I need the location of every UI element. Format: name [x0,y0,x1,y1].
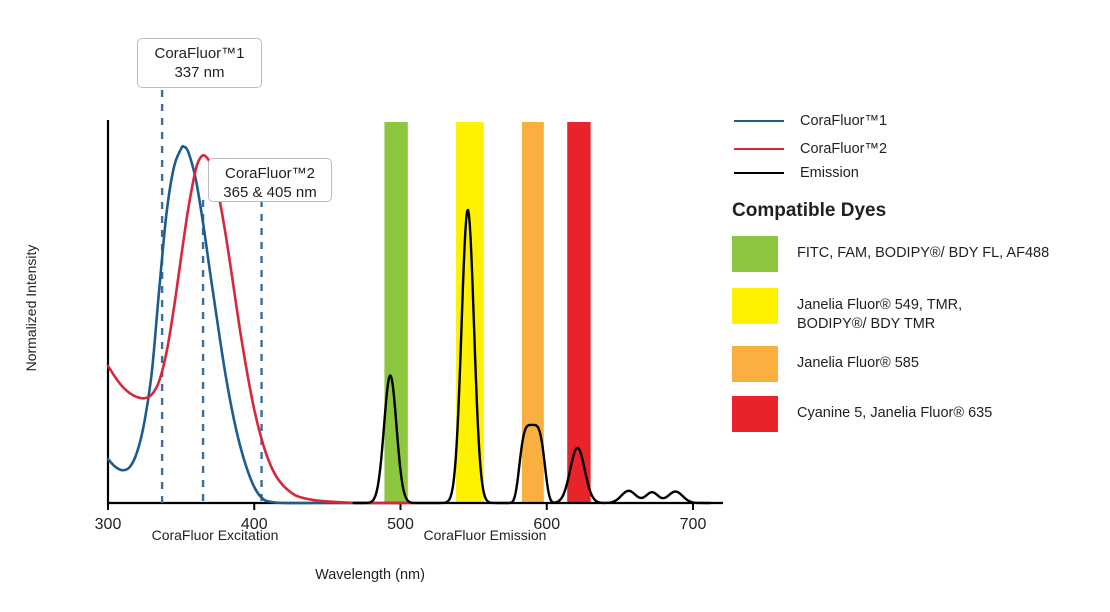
dye-item-green: FITC, FAM, BODIPY®/ BDY FL, AF488 [732,236,1049,272]
x-tick-label-400: 400 [241,516,268,533]
annotation-corafluor2: CoraFluor™2 365 & 405 nm [208,158,332,202]
x-axis-sublabel-emission: CoraFluor Emission [423,527,547,543]
dye-label-yellow-line1: Janelia Fluor® 549, TMR, [797,297,963,313]
dye-label-red-line1: Cyanine 5, Janelia Fluor® 635 [797,405,993,421]
dye-label-orange-line1: Janelia Fluor® 585 [797,355,919,371]
spectra-svg: 300 400 500 600 700 [95,90,723,533]
x-axis-sublabel-excitation: CoraFluor Excitation [151,527,279,543]
legend-label-corafluor1: CoraFluor™1 [800,113,888,129]
dye-label-orange: Janelia Fluor® 585 [797,346,919,373]
x-tick-label-300: 300 [95,516,122,533]
x-tick-label-700: 700 [680,516,707,533]
legend-panel: CoraFluor™1 CoraFluor™2 Emission Compati… [729,0,1110,612]
legend-item-emission: Emission [734,165,859,181]
legend-line-corafluor1 [734,120,784,122]
annotation-corafluor1-line2: 337 nm [174,64,225,82]
x-tick-label-500: 500 [387,516,414,533]
legend-label-corafluor2: CoraFluor™2 [800,141,888,157]
annotation-corafluor2-line1: CoraFluor™2 [224,165,316,182]
emission-band-3 [567,122,591,503]
legend-label-emission: Emission [800,165,859,181]
dye-label-green-line1: FITC, FAM, BODIPY®/ BDY FL, AF488 [797,245,1050,261]
annotation-corafluor1-line1: CoraFluor™1 [154,45,245,62]
dye-swatch-yellow [732,288,778,324]
dye-label-yellow-line2: BODIPY®/ BDY TMR [797,316,936,333]
dye-swatch-red [732,396,778,432]
y-axis-label: Normalized Intensity [23,244,39,372]
emission-band-2 [521,122,544,503]
dye-label-red: Cyanine 5, Janelia Fluor® 635 [797,396,992,423]
dye-swatch-orange [732,346,778,382]
annotation-corafluor1: CoraFluor™1 337 nm [137,38,262,88]
dye-label-green: FITC, FAM, BODIPY®/ BDY FL, AF488 [797,236,1049,263]
x-tick-label-600: 600 [533,516,560,533]
emission-band-0 [384,122,408,503]
curve-Emission [352,208,712,505]
axis-lines [106,120,723,505]
legend-line-emission [734,172,784,174]
legend-item-corafluor1: CoraFluor™1 [734,113,887,129]
legend-line-corafluor2 [734,148,784,150]
legend-item-corafluor2: CoraFluor™2 [734,141,887,157]
compatible-dyes-title: Compatible Dyes [732,200,887,221]
dye-item-yellow: Janelia Fluor® 549, TMR, BODIPY®/ BDY TM… [732,288,962,334]
dye-swatch-green [732,236,778,272]
chart-plot-area: 300 400 500 600 700 [95,90,723,533]
curve-CoraFluor1 [106,144,402,505]
dye-label-yellow: Janelia Fluor® 549, TMR, BODIPY®/ BDY TM… [797,288,962,334]
x-axis-title: Wavelength (nm) [315,567,425,583]
annotation-corafluor2-line2: 365 & 405 nm [223,184,317,202]
dye-item-red: Cyanine 5, Janelia Fluor® 635 [732,396,992,432]
dye-item-orange: Janelia Fluor® 585 [732,346,919,382]
